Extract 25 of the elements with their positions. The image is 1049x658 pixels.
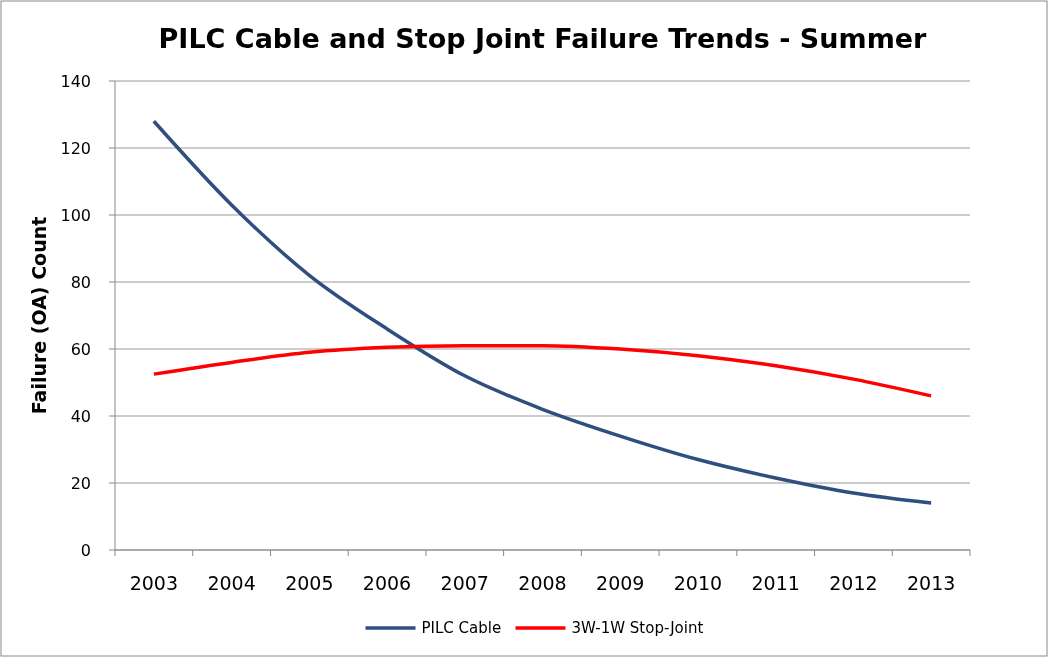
x-tick-label: 2004 bbox=[207, 572, 256, 594]
y-axis-title: Failure (OA) Count bbox=[28, 216, 50, 415]
x-tick-label: 2008 bbox=[518, 572, 567, 594]
y-tick-label: 120 bbox=[60, 139, 91, 158]
x-tick-label: 2012 bbox=[829, 572, 878, 594]
legend-label: PILC Cable bbox=[421, 619, 502, 637]
line-series bbox=[152, 343, 933, 398]
x-tick-label: 2005 bbox=[285, 572, 334, 594]
legend-label: 3W-1W Stop-Joint bbox=[571, 619, 704, 637]
x-tick-label: 2007 bbox=[440, 572, 489, 594]
x-tick-label: 2003 bbox=[129, 572, 179, 594]
y-tick-label: 20 bbox=[70, 474, 91, 493]
x-tick-label: 2013 bbox=[906, 572, 956, 594]
x-tick-label: 2009 bbox=[596, 572, 645, 594]
x-tick-label: 2010 bbox=[673, 572, 723, 594]
x-tick-label: 2006 bbox=[362, 572, 412, 594]
y-tick-label: 140 bbox=[60, 72, 91, 91]
line-series bbox=[152, 119, 933, 505]
y-tick-label: 100 bbox=[60, 206, 91, 225]
chart-title: PILC Cable and Stop Joint Failure Trends - Summer bbox=[158, 23, 928, 54]
y-tick-label: 40 bbox=[70, 407, 91, 426]
y-tick-label: 80 bbox=[70, 273, 91, 292]
x-tick-label: 2011 bbox=[751, 572, 800, 594]
y-tick-label: 60 bbox=[70, 340, 91, 359]
y-tick-label: 0 bbox=[80, 541, 91, 560]
